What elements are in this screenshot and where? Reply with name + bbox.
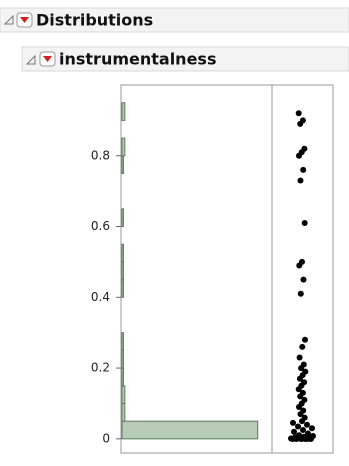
- data-point: [295, 423, 301, 430]
- data-point: [296, 375, 303, 382]
- header-bar: [0, 7, 349, 33]
- data-point: [295, 110, 302, 117]
- data-point: [295, 386, 302, 393]
- data-point: [296, 354, 303, 361]
- data-point: [297, 290, 304, 297]
- histogram-bar: [121, 420, 259, 440]
- data-point: [301, 220, 308, 226]
- histogram-bar: [121, 402, 126, 422]
- data-point: [300, 427, 306, 433]
- histogram-bar: [121, 385, 126, 404]
- histogram-bar: [121, 279, 124, 298]
- data-point: [290, 435, 296, 442]
- data-point: [296, 152, 302, 159]
- disclosure-icon[interactable]: [3, 14, 14, 25]
- data-point: [299, 343, 306, 350]
- data-point: [297, 393, 304, 400]
- header-title: Distributions: [36, 11, 153, 30]
- disclosure-icon[interactable]: [25, 54, 36, 65]
- data-point: [296, 262, 303, 269]
- data-point: [299, 435, 305, 442]
- histogram-bar: [121, 261, 124, 281]
- histogram-bar: [121, 102, 126, 121]
- data-point: [290, 419, 296, 426]
- data-point: [300, 166, 307, 173]
- header-subtitle: instrumentalness: [59, 50, 216, 69]
- histogram-bar: [121, 349, 124, 369]
- data-point: [297, 177, 304, 184]
- y-tick-label: 0.4: [91, 290, 110, 304]
- data-point: [300, 276, 307, 283]
- data-point: [304, 435, 310, 442]
- histogram-bar: [121, 137, 126, 157]
- data-point: [299, 418, 305, 425]
- y-tick-label: 0.6: [91, 219, 110, 233]
- data-point: [304, 421, 310, 428]
- data-point: [309, 425, 315, 432]
- histogram-bar: [121, 155, 124, 174]
- y-tick-label: 0.8: [91, 148, 110, 162]
- subheader-bar: [21, 46, 349, 72]
- histogram-bar: [121, 243, 124, 263]
- data-point: [297, 120, 304, 127]
- menu-arrow: [43, 56, 52, 62]
- histogram-bar: [121, 367, 124, 387]
- y-tick-label: 0: [102, 431, 110, 445]
- histogram-bar: [121, 332, 124, 351]
- menu-arrow: [20, 17, 29, 23]
- data-point: [298, 365, 305, 372]
- data-point: [302, 336, 308, 343]
- data-point: [297, 411, 304, 418]
- y-tick-label: 0.2: [91, 361, 110, 375]
- histogram-bar: [121, 208, 124, 228]
- data-point: [296, 404, 302, 410]
- data-point: [291, 428, 297, 435]
